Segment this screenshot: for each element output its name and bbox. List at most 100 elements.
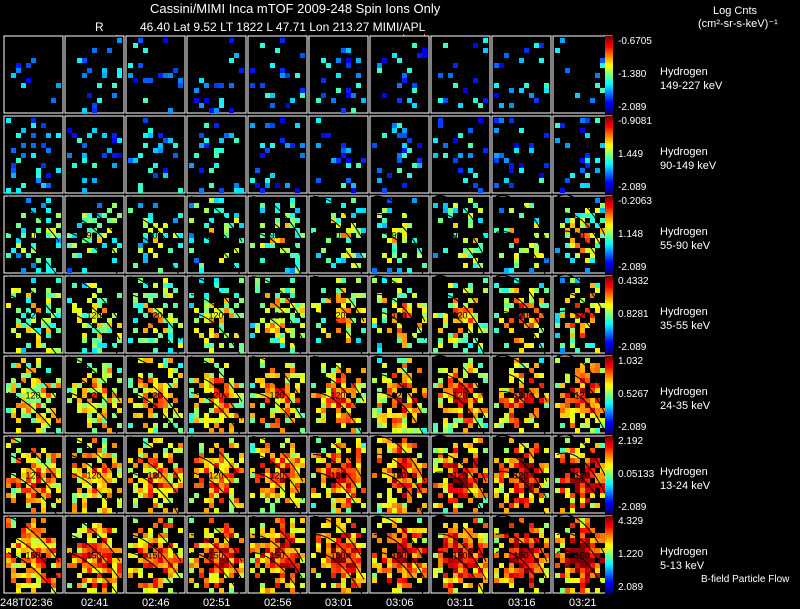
field-line [373, 373, 426, 420]
colorbar-segment [605, 158, 613, 161]
image-panel [430, 115, 491, 194]
time-label: 02:46 [142, 597, 170, 609]
field-line [556, 452, 609, 500]
contour-label: 150 [575, 551, 590, 561]
field-line [312, 453, 365, 500]
contour-label: 90 [26, 231, 36, 241]
contour-label: 120 [453, 311, 468, 321]
field-line [68, 392, 121, 438]
footer-note: B-field Particle Flow [701, 574, 790, 585]
colorbar-segment [605, 427, 613, 430]
colorbar-segment [605, 351, 613, 354]
colorbar-segment [605, 566, 613, 569]
colorbar-segment [605, 51, 613, 54]
field-line [495, 195, 548, 242]
colorbar-segment [605, 61, 613, 64]
position-line: 46.40 Lat 9.52 LT 1822 L 47.71 Lon 213.2… [140, 20, 426, 34]
colorbar-segment [605, 501, 613, 504]
colorbar-segment [605, 224, 613, 228]
colorbar-segment [605, 455, 613, 458]
colorbar-segment [605, 415, 613, 419]
field-line [251, 196, 304, 242]
colorbar-segment [605, 39, 613, 43]
colorbar-segment [605, 550, 613, 554]
field-line [129, 534, 182, 580]
field-line [251, 294, 304, 340]
colorbar-segment [605, 162, 613, 165]
colorbar-segment [605, 335, 613, 339]
colorbar-segment [605, 121, 613, 125]
colorbar-segment [605, 249, 613, 253]
field-line [251, 454, 304, 500]
units-line-1: Log Cnts [713, 5, 758, 17]
colorbar-segment [605, 62, 613, 66]
contour-label: 120 [209, 391, 224, 401]
field-line [434, 275, 487, 322]
colorbar-segment [605, 470, 613, 474]
image-panel [308, 115, 369, 194]
colorbar-segment [605, 373, 613, 376]
colorbar-segment [605, 409, 613, 413]
energy-label: 35-55 keV [660, 320, 711, 332]
colorbar-segment [605, 461, 613, 464]
colorbar-segment [605, 306, 613, 310]
colorbar-segment [605, 459, 613, 462]
image-panel: 120 [247, 355, 308, 438]
colorbar-segment [605, 148, 613, 152]
field-line [190, 436, 243, 482]
colorbar-segment [605, 509, 613, 512]
colorbar-segment [605, 289, 613, 292]
colorbar-segment [605, 255, 613, 259]
colorbar-segment [605, 326, 613, 329]
colorbar-segment [605, 478, 613, 481]
field-line [495, 515, 548, 562]
field-line [7, 312, 60, 358]
colorbar-segment [605, 308, 613, 312]
field-line [434, 533, 487, 580]
field-line [251, 392, 304, 438]
colorbar-segment [605, 89, 613, 93]
field-line [190, 356, 243, 402]
species-label: Hydrogen [660, 146, 708, 158]
colorbar-segment [605, 47, 613, 50]
field-line [495, 231, 548, 278]
field-line [190, 374, 243, 420]
contour-label: 120 [453, 391, 468, 401]
colorbar-segment [605, 591, 613, 594]
field-line [312, 373, 365, 420]
image-panel: 150 [552, 514, 613, 598]
colorbar-segment [605, 246, 613, 249]
colorbar-segment [605, 542, 613, 546]
image-panel [430, 35, 491, 114]
field-line [556, 274, 609, 322]
field-line [495, 373, 548, 420]
image-panel: 120 [125, 275, 186, 358]
field-line [495, 391, 548, 438]
colorbar-segment [605, 167, 613, 171]
colorbar-segment [605, 482, 613, 485]
image-panel [247, 35, 308, 114]
field-line [556, 230, 609, 278]
colorbar-segment [605, 503, 613, 506]
colorbar-segment [605, 480, 613, 483]
field-line [68, 232, 121, 278]
field-line [556, 532, 609, 580]
colorbar-segment [605, 53, 613, 56]
colorbar-segment [605, 205, 613, 209]
colorbar-mid: 1.148 [618, 228, 644, 240]
field-line [68, 534, 121, 580]
colorbar-segment [605, 156, 613, 159]
field-line [251, 534, 304, 580]
colorbar-segment [605, 331, 613, 335]
colorbar-segment [605, 417, 613, 421]
contour-label: 150 [26, 551, 41, 561]
colorbar-max: 0.4332 [618, 276, 649, 287]
field-line [68, 276, 121, 322]
field-line [7, 454, 60, 500]
colorbar-segment [605, 76, 613, 79]
colorbar-min: -2.089 [618, 102, 647, 113]
image-panel [64, 35, 125, 114]
colorbar-segment [605, 301, 613, 304]
image-panel [186, 35, 247, 114]
